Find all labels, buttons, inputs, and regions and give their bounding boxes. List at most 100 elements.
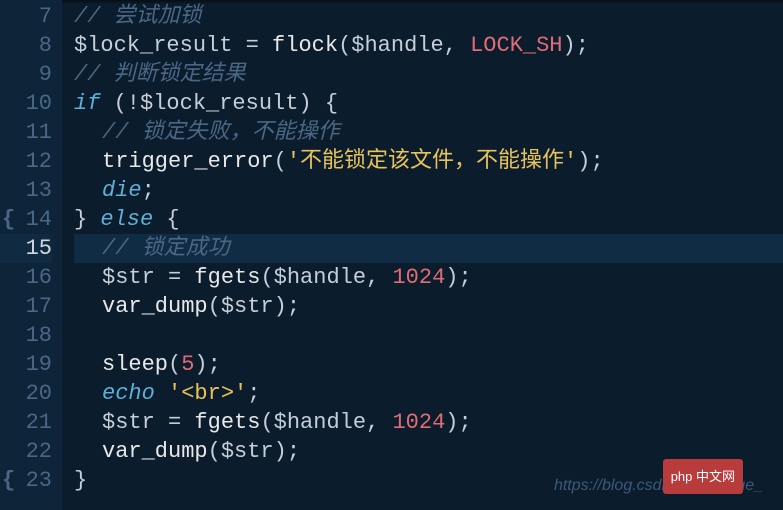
token-func: var_dump bbox=[102, 439, 208, 464]
token-punc: ( bbox=[260, 265, 273, 290]
token-op: = bbox=[168, 265, 181, 290]
token-punc bbox=[155, 265, 168, 290]
token-punc: ) bbox=[298, 91, 324, 116]
token-op: = bbox=[246, 33, 259, 58]
line-number[interactable]: 15 bbox=[0, 234, 52, 263]
token-punc: ( bbox=[208, 439, 221, 464]
token-punc bbox=[259, 33, 272, 58]
token-punc: ; bbox=[247, 381, 260, 406]
watermark: https://blog.csdn.net/change_ php 中文网 bbox=[554, 471, 763, 500]
line-number[interactable]: 20 bbox=[0, 379, 52, 408]
line-number[interactable]: 23{ bbox=[0, 466, 52, 495]
code-line[interactable]: die; bbox=[74, 176, 783, 205]
code-line[interactable]: echo '<br>'; bbox=[74, 379, 783, 408]
line-number[interactable]: 18 bbox=[0, 321, 52, 350]
line-number[interactable]: 17 bbox=[0, 292, 52, 321]
line-number[interactable]: 16 bbox=[0, 263, 52, 292]
token-brace: } bbox=[74, 207, 87, 232]
token-brace: { bbox=[166, 207, 179, 232]
token-num: 1024 bbox=[392, 265, 445, 290]
token-punc bbox=[87, 207, 100, 232]
line-number[interactable]: 10 bbox=[0, 89, 52, 118]
code-line[interactable]: sleep(5); bbox=[74, 350, 783, 379]
token-brace: } bbox=[74, 468, 87, 493]
gutter[interactable]: 7891011121314{151617181920212223{ bbox=[0, 0, 62, 510]
line-number[interactable]: 9 bbox=[0, 60, 52, 89]
line-number[interactable]: 13 bbox=[0, 176, 52, 205]
token-func: fgets bbox=[194, 410, 260, 435]
token-var: $str bbox=[102, 265, 155, 290]
code-area[interactable]: // 尝试加锁$lock_result = flock($handle, LOC… bbox=[62, 0, 783, 510]
token-var: $str bbox=[221, 439, 274, 464]
code-line[interactable]: // 锁定失败，不能操作 bbox=[74, 118, 783, 147]
code-line[interactable]: // 锁定成功 bbox=[74, 234, 783, 263]
token-punc: ); bbox=[563, 33, 589, 58]
token-punc: ( bbox=[274, 149, 287, 174]
line-number[interactable]: 8 bbox=[0, 31, 52, 60]
token-punc: ( bbox=[338, 33, 351, 58]
line-number[interactable]: 12 bbox=[0, 147, 52, 176]
token-kw: if bbox=[74, 91, 100, 116]
token-comment: // 判断锁定结果 bbox=[74, 62, 246, 87]
line-number[interactable]: 7 bbox=[0, 2, 52, 31]
code-line[interactable]: trigger_error('不能锁定该文件，不能操作'); bbox=[74, 147, 783, 176]
token-func: fgets bbox=[194, 265, 260, 290]
token-punc: ); bbox=[274, 294, 300, 319]
code-line[interactable]: $str = fgets($handle, 1024); bbox=[74, 263, 783, 292]
code-line[interactable]: $str = fgets($handle, 1024); bbox=[74, 408, 783, 437]
code-line[interactable] bbox=[74, 321, 783, 350]
token-num: 5 bbox=[181, 352, 194, 377]
token-punc bbox=[155, 381, 168, 406]
code-line[interactable]: $lock_result = flock($handle, LOCK_SH); bbox=[74, 31, 783, 60]
token-var: $handle bbox=[274, 410, 366, 435]
token-var: $str bbox=[221, 294, 274, 319]
fold-marker-icon[interactable]: { bbox=[2, 466, 15, 495]
token-comment: // 尝试加锁 bbox=[74, 4, 202, 29]
token-func: flock bbox=[272, 33, 338, 58]
code-line[interactable]: var_dump($str); bbox=[74, 292, 783, 321]
token-str: '<br>' bbox=[168, 381, 247, 406]
token-func: sleep bbox=[102, 352, 168, 377]
token-num: 1024 bbox=[392, 410, 445, 435]
token-punc bbox=[181, 410, 194, 435]
token-punc bbox=[153, 207, 166, 232]
token-punc: ); bbox=[577, 149, 603, 174]
token-punc: ( bbox=[260, 410, 273, 435]
code-editor: 7891011121314{151617181920212223{ // 尝试加… bbox=[0, 0, 783, 510]
token-punc bbox=[155, 410, 168, 435]
token-punc: ); bbox=[445, 410, 471, 435]
token-punc: ); bbox=[274, 439, 300, 464]
token-var: $lock_result bbox=[140, 91, 298, 116]
token-brace: { bbox=[325, 91, 338, 116]
token-punc: ); bbox=[445, 265, 471, 290]
token-kw: echo bbox=[102, 381, 155, 406]
token-kw: else bbox=[100, 207, 153, 232]
code-line[interactable]: // 判断锁定结果 bbox=[74, 60, 783, 89]
token-punc bbox=[232, 33, 245, 58]
line-number[interactable]: 22 bbox=[0, 437, 52, 466]
token-punc: ); bbox=[194, 352, 220, 377]
line-number[interactable]: 19 bbox=[0, 350, 52, 379]
logo-badge: php 中文网 bbox=[663, 459, 743, 494]
token-punc: ( bbox=[168, 352, 181, 377]
token-kw: die bbox=[102, 178, 142, 203]
token-str: '不能锁定该文件，不能操作' bbox=[287, 149, 577, 174]
token-punc: , bbox=[366, 265, 392, 290]
token-punc: ; bbox=[142, 178, 155, 203]
code-line[interactable]: } else { bbox=[74, 205, 783, 234]
token-punc: , bbox=[444, 33, 470, 58]
token-func: var_dump bbox=[102, 294, 208, 319]
token-punc bbox=[181, 265, 194, 290]
token-func: trigger_error bbox=[102, 149, 274, 174]
code-line[interactable]: if (!$lock_result) { bbox=[74, 89, 783, 118]
token-punc: , bbox=[366, 410, 392, 435]
line-number[interactable]: 21 bbox=[0, 408, 52, 437]
token-var: $handle bbox=[351, 33, 443, 58]
token-punc: ( bbox=[208, 294, 221, 319]
token-comment: // 锁定成功 bbox=[102, 236, 230, 261]
line-number[interactable]: 14{ bbox=[0, 205, 52, 234]
line-number[interactable]: 11 bbox=[0, 118, 52, 147]
fold-marker-icon[interactable]: { bbox=[2, 205, 15, 234]
code-line[interactable]: // 尝试加锁 bbox=[74, 2, 783, 31]
token-var: $lock_result bbox=[74, 33, 232, 58]
